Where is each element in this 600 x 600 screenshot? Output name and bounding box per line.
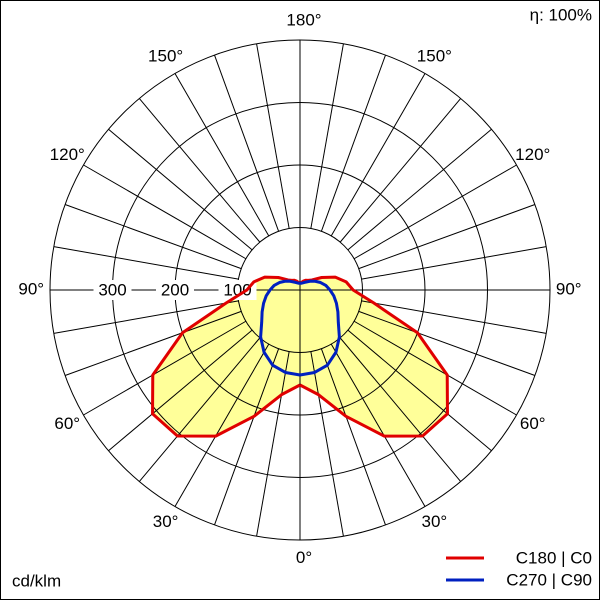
angle-label: 150°	[417, 47, 452, 66]
angle-label: 60°	[54, 414, 80, 433]
angle-label: 30°	[422, 512, 448, 531]
spoke	[347, 128, 492, 251]
spoke	[214, 348, 280, 526]
curve	[299, 279, 341, 377]
spoke	[358, 310, 536, 376]
spoke	[174, 343, 270, 507]
spoke	[330, 343, 426, 507]
spoke	[310, 43, 344, 229]
spoke	[339, 98, 462, 243]
angle-label: 120°	[515, 145, 550, 164]
spoke	[174, 73, 270, 237]
angle-label: 30°	[153, 512, 179, 531]
spoke	[108, 329, 253, 452]
spoke	[64, 204, 242, 270]
spoke	[108, 128, 253, 251]
spoke	[83, 164, 247, 260]
spoke	[347, 329, 492, 452]
curve	[299, 275, 449, 438]
spoke	[320, 348, 386, 526]
spoke	[330, 73, 426, 237]
r-tick-label: 100	[223, 280, 251, 299]
spoke	[83, 320, 247, 416]
spoke	[64, 310, 242, 376]
angle-label: 0°	[296, 548, 312, 567]
spoke	[214, 54, 280, 232]
angle-label: 180°	[286, 11, 321, 30]
angle-label: 120°	[50, 145, 85, 164]
spoke	[358, 204, 536, 270]
spoke	[53, 246, 239, 280]
spoke	[310, 351, 344, 537]
angle-label: 90°	[556, 279, 582, 298]
curve	[259, 279, 301, 377]
spoke	[256, 43, 290, 229]
unit-label: cd/klm	[12, 571, 61, 590]
legend-label: C270 | C90	[506, 570, 592, 589]
spoke	[339, 337, 462, 482]
spoke	[138, 337, 261, 482]
spoke	[353, 320, 517, 416]
tick-bg	[218, 280, 257, 300]
curve	[151, 275, 301, 438]
angle-label: 90°	[18, 279, 44, 298]
tick-bg	[93, 280, 132, 300]
angle-label: 60°	[520, 414, 546, 433]
angle-label: 150°	[148, 47, 183, 66]
spoke	[361, 246, 547, 280]
spoke	[138, 98, 261, 243]
efficiency-label: η: 100%	[530, 5, 592, 24]
r-tick-label: 200	[161, 280, 189, 299]
tick-bg	[156, 280, 194, 300]
r-tick-label: 300	[98, 280, 126, 299]
spoke	[361, 300, 547, 334]
spoke	[320, 54, 386, 232]
legend-label: C180 | C0	[516, 548, 592, 567]
spoke	[353, 164, 517, 260]
spoke	[53, 300, 239, 334]
spoke	[256, 351, 290, 537]
